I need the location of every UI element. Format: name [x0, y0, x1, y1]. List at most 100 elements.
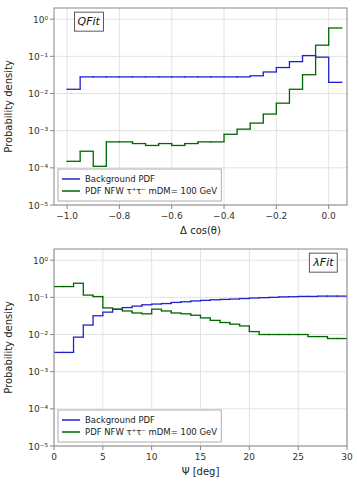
step-bin [67, 161, 80, 162]
step-bin [201, 300, 211, 301]
step-bin [93, 166, 106, 167]
legend-label: Background PDF [85, 415, 155, 425]
tick-label: 10⁻⁵ [28, 201, 48, 211]
step-bin [269, 297, 279, 298]
step-series [54, 283, 347, 338]
tick [298, 446, 299, 450]
panel: 10⁻⁵10⁻⁴10⁻³10⁻²10⁻¹10⁰051015202530Ψ [de… [3, 249, 353, 477]
x-axis-label: Δ cos(θ) [180, 225, 221, 236]
plot-frame [54, 8, 347, 205]
legend-label: PDF NFW τ⁺τ⁻ mDM= 100 GeV [85, 186, 217, 196]
step-bin [93, 76, 106, 77]
title: λFit [312, 256, 334, 269]
tick-label: 10⁻² [28, 89, 48, 99]
legend-label: PDF NFW τ⁺τ⁻ mDM= 100 GeV [85, 427, 217, 437]
step-bin [316, 57, 329, 58]
step-bin [279, 296, 289, 297]
step-bin [298, 334, 308, 335]
step-bin [161, 310, 171, 311]
step-bin [191, 300, 201, 301]
step-bin [329, 27, 342, 28]
grid-line [224, 8, 225, 205]
grid-line [298, 249, 299, 446]
tick-label: 10⁰ [33, 256, 48, 266]
step-bin [308, 336, 318, 337]
legend-swatch [62, 431, 80, 433]
tick-label: −1.0 [56, 211, 78, 221]
tick [276, 205, 277, 209]
step-riser [106, 142, 107, 166]
step-bin [191, 315, 201, 316]
tick [249, 446, 250, 450]
step-bin [106, 76, 119, 77]
tick-label: 0 [51, 452, 57, 462]
step-bin [172, 145, 185, 146]
step-riser [92, 316, 93, 325]
tick [50, 446, 54, 447]
step-bin [337, 338, 347, 339]
step-bin [327, 338, 337, 339]
step-bin [132, 312, 142, 313]
step-bin [181, 301, 191, 302]
step-bin [161, 303, 171, 304]
step-riser [302, 75, 303, 90]
step-riser [83, 283, 84, 295]
step-riser [276, 68, 277, 72]
tick-label: 10⁻⁵ [28, 442, 48, 452]
tick-label: −0.6 [161, 211, 183, 221]
step-bin [318, 295, 328, 296]
tick [50, 130, 54, 131]
tick [200, 446, 201, 450]
step-bin [54, 352, 64, 353]
tick [328, 205, 329, 209]
step-bin [263, 113, 276, 114]
step-bin [113, 309, 123, 310]
tick-label: 10⁻⁴ [28, 163, 48, 173]
tick [151, 446, 152, 450]
step-bin [64, 286, 74, 287]
step-bin [83, 294, 93, 295]
step-bin [103, 311, 113, 312]
step-bin [113, 309, 123, 310]
tick [50, 297, 54, 298]
step-bin [185, 76, 198, 77]
step-bin [250, 75, 263, 76]
step-riser [289, 89, 290, 103]
step-bin [316, 45, 329, 46]
title-frame [309, 253, 337, 272]
tick [119, 205, 120, 209]
step-bin [93, 315, 103, 316]
step-riser [289, 62, 290, 68]
step-series [67, 28, 342, 166]
step-bin [289, 89, 302, 90]
step-series [67, 56, 342, 90]
step-bin [249, 331, 259, 332]
tick-label: 30 [341, 452, 353, 462]
step-bin [269, 334, 279, 335]
tick [50, 205, 54, 206]
step-riser [276, 103, 277, 114]
step-bin [303, 74, 316, 75]
step-bin [211, 76, 224, 77]
y-axis-label: Probability density [3, 60, 14, 153]
step-bin [171, 312, 181, 313]
legend-frame [58, 410, 221, 442]
step-riser [263, 114, 264, 123]
tick-label: 20 [244, 452, 256, 462]
step-bin [142, 304, 152, 305]
step-bin [132, 305, 142, 306]
step-bin [171, 302, 181, 303]
step-riser [249, 326, 250, 332]
step-bin [119, 76, 132, 77]
step-bin [224, 134, 237, 135]
step-bin [230, 324, 240, 325]
step-bin [132, 143, 145, 144]
step-bin [152, 303, 162, 304]
step-bin [198, 141, 211, 142]
y-axis-label: Probability density [3, 301, 14, 394]
step-bin [198, 76, 211, 77]
step-riser [223, 134, 224, 142]
step-bin [67, 89, 80, 90]
step-bin [230, 298, 240, 299]
tick [50, 408, 54, 409]
